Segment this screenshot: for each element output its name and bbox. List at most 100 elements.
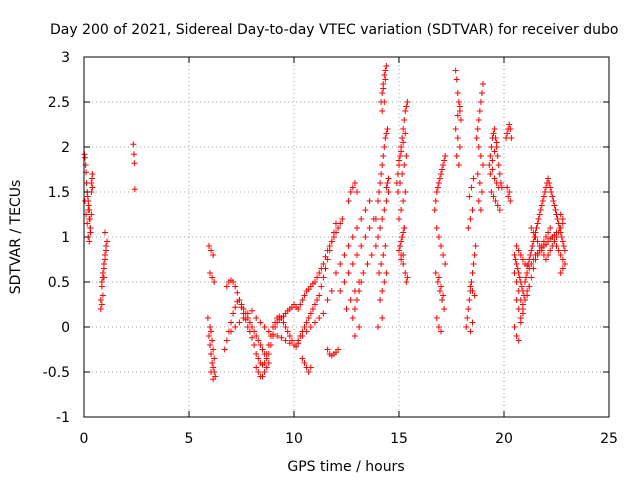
x-axis-label: GPS time / hours — [287, 459, 404, 475]
data-point — [513, 297, 520, 303]
data-point — [316, 315, 323, 321]
data-point — [204, 315, 211, 321]
data-point — [402, 270, 409, 276]
data-point — [537, 207, 544, 213]
data-point — [487, 171, 494, 177]
data-point — [432, 270, 439, 276]
x-tick-label: 0 — [80, 431, 89, 447]
data-point — [286, 340, 293, 347]
data-point — [401, 162, 408, 168]
data-point — [330, 229, 337, 236]
data-point — [381, 279, 388, 285]
data-point — [349, 184, 356, 191]
data-point — [354, 189, 360, 195]
data-point — [468, 184, 475, 191]
data-point — [209, 360, 216, 366]
data-point — [503, 135, 510, 141]
data-point — [397, 153, 404, 159]
data-point — [209, 337, 216, 344]
data-point — [480, 162, 486, 168]
data-point — [557, 225, 564, 231]
data-point — [397, 243, 404, 249]
data-point — [494, 202, 501, 209]
data-point — [345, 270, 352, 276]
data-point — [456, 144, 463, 150]
data-point — [305, 315, 312, 321]
data-point — [399, 234, 406, 240]
data-point — [526, 283, 533, 290]
data-point — [454, 135, 461, 141]
data-point — [337, 261, 344, 267]
data-point — [490, 130, 497, 137]
data-point — [253, 315, 260, 321]
data-point — [454, 90, 461, 96]
data-point — [244, 310, 251, 317]
data-point — [339, 216, 346, 222]
data-point — [513, 261, 520, 267]
data-point — [366, 225, 373, 231]
data-point — [469, 288, 476, 294]
data-point — [354, 225, 360, 231]
data-point — [282, 337, 289, 344]
data-point — [517, 319, 524, 326]
data-point — [545, 175, 552, 182]
data-point — [539, 198, 546, 204]
data-point — [265, 328, 272, 335]
y-tick-label: 2 — [61, 140, 70, 156]
data-point — [372, 216, 379, 222]
data-point — [541, 189, 548, 195]
data-point — [399, 135, 406, 141]
data-point — [379, 108, 386, 114]
data-point — [89, 171, 96, 177]
data-point — [358, 279, 365, 285]
data-point — [210, 364, 217, 371]
data-point — [438, 243, 444, 249]
data-point — [507, 198, 514, 204]
data-point — [345, 198, 352, 204]
data-point — [551, 202, 558, 209]
data-point — [312, 279, 318, 285]
data-point — [465, 225, 472, 231]
data-point — [467, 283, 474, 290]
data-point — [324, 256, 331, 263]
data-point — [466, 297, 473, 303]
data-point — [97, 306, 104, 312]
data-point — [223, 337, 230, 344]
data-point — [440, 252, 447, 258]
data-point — [385, 189, 392, 195]
data-point — [434, 279, 441, 285]
data-point — [349, 234, 356, 240]
data-point — [519, 256, 526, 263]
data-point — [354, 252, 360, 258]
data-point — [486, 162, 493, 168]
data-point — [400, 139, 407, 146]
data-point — [470, 261, 477, 267]
plot-frame — [83, 56, 610, 418]
data-point — [492, 135, 499, 141]
data-point — [404, 99, 411, 105]
data-point — [557, 270, 564, 276]
data-point — [543, 256, 549, 263]
y-tick-label: 0 — [61, 320, 70, 336]
data-point — [305, 369, 312, 375]
data-point — [382, 67, 389, 74]
data-point — [490, 193, 497, 200]
data-point — [307, 324, 314, 330]
data-point — [347, 189, 354, 195]
data-point — [494, 153, 501, 159]
data-point — [103, 243, 110, 249]
data-point — [480, 81, 486, 87]
x-tick-label: 20 — [495, 431, 513, 447]
data-point — [515, 337, 522, 344]
data-point — [232, 283, 239, 290]
data-point — [398, 238, 405, 245]
data-point — [467, 216, 474, 222]
data-point — [263, 364, 270, 371]
data-point — [379, 288, 386, 294]
data-point — [364, 261, 371, 267]
data-point — [466, 193, 473, 200]
data-point — [335, 225, 342, 231]
data-point — [527, 252, 534, 258]
data-point — [84, 220, 91, 227]
data-point — [511, 252, 518, 258]
